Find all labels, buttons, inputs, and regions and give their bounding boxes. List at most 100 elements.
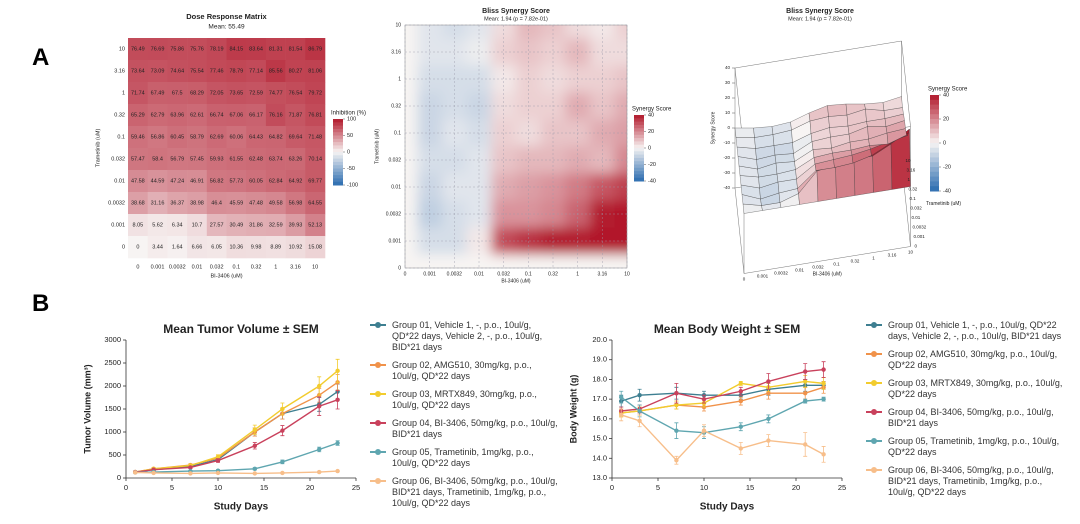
colorbar-tick-label: 40 xyxy=(943,92,949,98)
surface-quad xyxy=(882,96,903,111)
z-tick-label: -40 xyxy=(723,185,730,190)
legend-swatch xyxy=(866,467,882,473)
cell-label: 57.45 xyxy=(190,156,204,162)
contour-cell xyxy=(540,25,567,40)
contour-cell xyxy=(491,254,517,268)
heatmap-cell xyxy=(206,170,227,193)
chart-title: Dose Response Matrix xyxy=(186,12,267,21)
heatmap-cell xyxy=(128,170,148,193)
cell-label: 71.48 xyxy=(308,134,322,140)
heatmap-cell xyxy=(265,148,286,171)
heatmap-cell xyxy=(187,236,208,259)
contour-cell xyxy=(442,92,468,121)
data-point xyxy=(674,391,679,396)
contour-cell xyxy=(614,25,627,40)
data-point xyxy=(637,408,642,414)
contour-cell xyxy=(491,173,517,202)
contour-cell xyxy=(405,38,419,67)
y-tick-label: 0.001 xyxy=(914,234,926,239)
data-point xyxy=(252,427,257,432)
colorbar-segment xyxy=(930,167,939,173)
heatmap-cell xyxy=(167,170,188,193)
x-tick-label: 10 xyxy=(624,271,630,277)
colorbar-segment xyxy=(634,138,644,142)
contour-cell xyxy=(442,119,468,148)
contour-cell xyxy=(405,227,419,256)
legend-item: Group 03, MRTX849, 30mg/kg, p.o., 10ul/g… xyxy=(866,378,1071,400)
contour-cell xyxy=(565,227,591,256)
contour-cell xyxy=(417,173,443,202)
cell-label: 0 xyxy=(136,244,139,250)
colorbar-tick-label: 20 xyxy=(943,116,949,122)
legend-item: Group 06, BI-3406, 50mg/kg, p.o., 10ul/g… xyxy=(370,476,560,509)
heatmap-cell xyxy=(265,82,286,105)
y-tick-label: 0.32 xyxy=(391,103,401,109)
contour-cell xyxy=(417,25,443,40)
colorbar-tick-label: -40 xyxy=(648,178,656,184)
x-tick-label: 3.16 xyxy=(290,264,301,270)
cell-label: 63.26 xyxy=(289,156,303,162)
cell-label: 5.62 xyxy=(152,222,163,228)
colorbar-tick-label: 0 xyxy=(648,145,651,151)
contour-cell xyxy=(565,92,591,121)
heatmap-cell xyxy=(147,170,168,193)
heatmap-cell xyxy=(206,236,227,259)
z-tick-label: 40 xyxy=(725,65,731,70)
cell-label: 62.79 xyxy=(151,112,165,118)
data-point xyxy=(766,416,771,422)
contour-cell xyxy=(405,146,419,175)
y-tick-label: 0.032 xyxy=(111,156,125,162)
colorbar-segment xyxy=(634,174,644,179)
colorbar-segment xyxy=(333,161,343,166)
contour-cell xyxy=(405,200,419,229)
x-tick-label: 0.1 xyxy=(833,262,840,267)
series-line xyxy=(135,370,339,473)
y-tick-label: 1 xyxy=(398,76,401,82)
heatmap-cell xyxy=(305,148,326,171)
cell-label: 65.29 xyxy=(131,112,145,118)
heatmap-cell xyxy=(265,170,286,193)
heatmap-cell xyxy=(305,104,326,127)
heatmap-cell xyxy=(305,60,326,83)
contour-cell xyxy=(540,92,567,121)
x-tick-label: 10 xyxy=(700,483,708,492)
contour-cell xyxy=(491,92,517,121)
x-tick-label: 0 xyxy=(136,264,139,270)
heatmap-cell xyxy=(187,38,208,61)
cell-label: 39.93 xyxy=(289,222,303,228)
x-tick-label: 0 xyxy=(743,277,746,282)
heatmap-cell xyxy=(128,236,148,259)
colorbar-segment xyxy=(634,128,644,132)
heatmap-cell xyxy=(285,214,306,237)
contour-cell xyxy=(516,146,542,175)
x-tick-label: 0.32 xyxy=(548,271,558,277)
legend-swatch xyxy=(866,380,882,386)
colorbar-segment xyxy=(333,145,343,150)
heatmap-cell xyxy=(285,104,306,127)
heatmap-cell xyxy=(226,126,247,149)
data-point xyxy=(335,397,340,402)
colorbar-segment xyxy=(930,95,939,101)
contour-cell xyxy=(614,227,627,256)
cell-label: 6.34 xyxy=(172,222,183,228)
cell-label: 46.91 xyxy=(190,178,204,184)
contour-cell xyxy=(405,65,419,94)
y-tick-label: 13.0 xyxy=(592,473,607,482)
colorbar-tick-label: 40 xyxy=(648,112,654,118)
contour-cell xyxy=(491,227,517,256)
y-tick-label: 0 xyxy=(915,244,918,249)
x-tick-label: 0.001 xyxy=(423,271,436,277)
cell-label: 71.87 xyxy=(289,112,303,118)
heatmap-cell xyxy=(187,82,208,105)
contour-cell xyxy=(466,65,493,94)
contour-cell xyxy=(516,92,542,121)
contour-cell xyxy=(516,119,542,148)
colorbar-segment xyxy=(930,186,939,192)
cell-label: 9.98 xyxy=(251,244,262,250)
y-tick-label: 10 xyxy=(395,22,401,28)
chart-title: Bliss Synergy Score xyxy=(786,8,854,15)
heatmap-cell xyxy=(167,192,188,215)
cell-label: 75.86 xyxy=(170,46,184,52)
contour-cell xyxy=(540,38,567,67)
